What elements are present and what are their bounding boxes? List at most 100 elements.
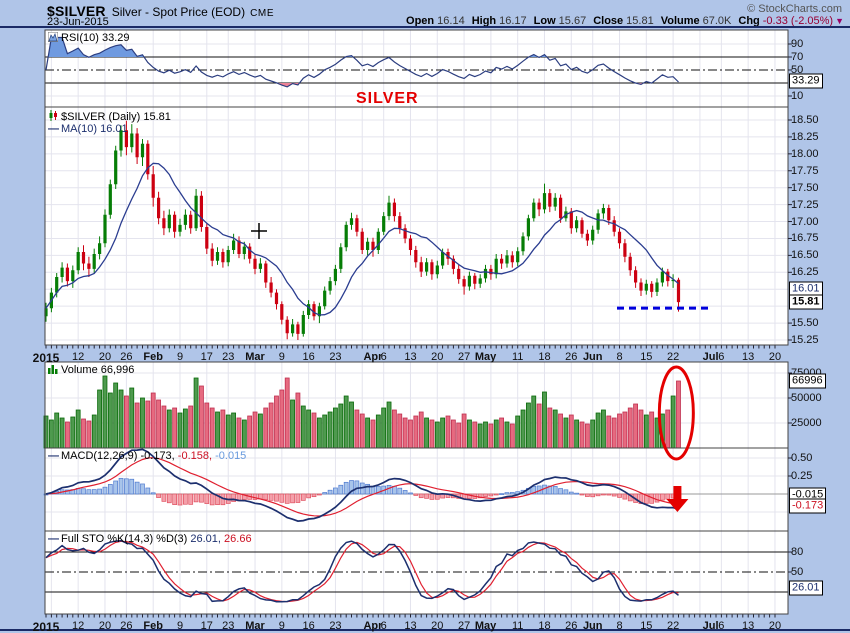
volume-bar [563, 417, 569, 449]
volume-bar [429, 419, 435, 449]
macd-histogram-bar [606, 493, 612, 496]
line-swatch: — [48, 450, 59, 462]
volume-bar [526, 402, 531, 449]
macd-histogram-bar [601, 493, 606, 496]
macd-histogram-bar [241, 493, 247, 500]
x-axis-label: 6 [718, 351, 725, 363]
x-axis-label: 26 [565, 620, 578, 632]
volume-bar [257, 413, 263, 449]
x-axis-label: Jun [582, 620, 603, 632]
ellipse-annotation [657, 365, 695, 461]
macd-histogram-bar [134, 481, 140, 495]
macd-histogram-bar [429, 493, 435, 500]
volume-bar [70, 416, 76, 449]
macd-histogram-bar [552, 486, 558, 495]
y-axis-label: 16.50 [791, 249, 819, 262]
volume-bar [102, 375, 108, 449]
crosshair-marker [251, 223, 267, 239]
volume-bar [75, 409, 81, 449]
volume-bar [601, 409, 606, 449]
volume-bar [611, 417, 617, 449]
volume-legend-text: Volume 66,996 [61, 364, 135, 376]
volume-bar [590, 419, 596, 449]
volume-bar [274, 395, 279, 449]
volume-bar [241, 419, 247, 449]
x-axis-label: 23 [222, 351, 235, 363]
macd-histogram-bar [488, 493, 494, 497]
volume-bar [558, 413, 563, 449]
macd-histogram-bar [81, 488, 86, 495]
volume-bar [343, 395, 349, 449]
volume-bar [91, 414, 97, 449]
volume-bar [509, 423, 515, 449]
volume-bar [199, 385, 204, 449]
volume-bar [424, 417, 429, 449]
x-axis-label: 13 [404, 620, 417, 632]
rsi-legend: RSI(10) 33.29 [47, 31, 130, 44]
volume-bar [188, 405, 194, 449]
x-axis-label: 18 [538, 620, 551, 632]
volume-bar [338, 403, 344, 449]
last-value-box: -0.173 [789, 498, 827, 514]
volume-legend: Volume 66,996 [48, 364, 134, 376]
x-axis-label: 15 [640, 620, 653, 632]
macd-histogram-bar [483, 493, 488, 497]
macd-legend: — MACD(12,26,9) -0.173, -0.158, -0.015 [48, 450, 247, 462]
volume-bar [402, 417, 408, 449]
macd-histogram-bar [156, 493, 161, 498]
y-axis-label: 17.75 [791, 164, 819, 177]
volume-bar [536, 403, 542, 449]
x-axis-label: 20 [768, 351, 782, 363]
volume-bar [381, 407, 387, 449]
macd-histogram-bar [665, 493, 671, 500]
macd-histogram-bar [338, 484, 344, 495]
macd-histogram-bar [274, 493, 279, 502]
last-value-box: 15.81 [789, 294, 823, 310]
y-axis-label: 0.25 [791, 470, 813, 482]
macd-histogram-bar [322, 492, 328, 495]
volume-bar [386, 401, 392, 449]
last-value-box: 66996 [789, 373, 826, 389]
x-axis-label: Jun [582, 351, 603, 363]
macd-histogram-bar [129, 478, 135, 495]
x-axis-label: 6 [718, 620, 725, 632]
volume-bar [542, 391, 547, 449]
volume-bar [311, 412, 317, 449]
quote-label: Low [533, 15, 556, 27]
macd-histogram-bar [311, 493, 317, 498]
volume-bar [247, 415, 253, 449]
macd-histogram-bar [91, 489, 97, 495]
candle-bodies-down [65, 130, 681, 334]
y-axis-label: 90 [791, 38, 804, 50]
macd-histogram-bar [590, 493, 596, 498]
volume-bar [204, 402, 210, 449]
macd-histogram-bar [660, 493, 665, 501]
line-swatch: — [48, 123, 59, 135]
volume-bar [445, 415, 451, 449]
macd-histogram-bar [102, 486, 108, 495]
last-value-box: 26.01 [789, 580, 823, 596]
x-axis-label: 26 [565, 351, 578, 363]
macd-histogram-bar [504, 492, 510, 495]
macd-histogram-bar [295, 493, 301, 503]
x-axis-label: 27 [457, 351, 471, 363]
volume-bar [129, 387, 135, 449]
x-axis-label: 2015 [32, 620, 60, 633]
macd-histogram-bar [107, 484, 113, 495]
x-axis-label: 9 [278, 351, 285, 363]
x-axis-label: 11 [511, 351, 524, 363]
macd-histogram-bar [467, 493, 472, 499]
x-axis-ticks [45, 345, 776, 349]
quote-value: 67.0K [702, 15, 732, 27]
volume-bar [349, 401, 354, 449]
y-axis-label: 80 [791, 545, 804, 558]
y-axis-label: 18.25 [791, 130, 819, 143]
volume-bar [284, 377, 290, 449]
y-axis-label: 18.00 [791, 147, 819, 160]
candlestick-icon [49, 110, 57, 121]
volume-bar [156, 399, 161, 449]
x-axis-label: 23 [222, 620, 235, 632]
x-axis-label: 9 [278, 620, 285, 632]
volume-bar [209, 407, 215, 449]
